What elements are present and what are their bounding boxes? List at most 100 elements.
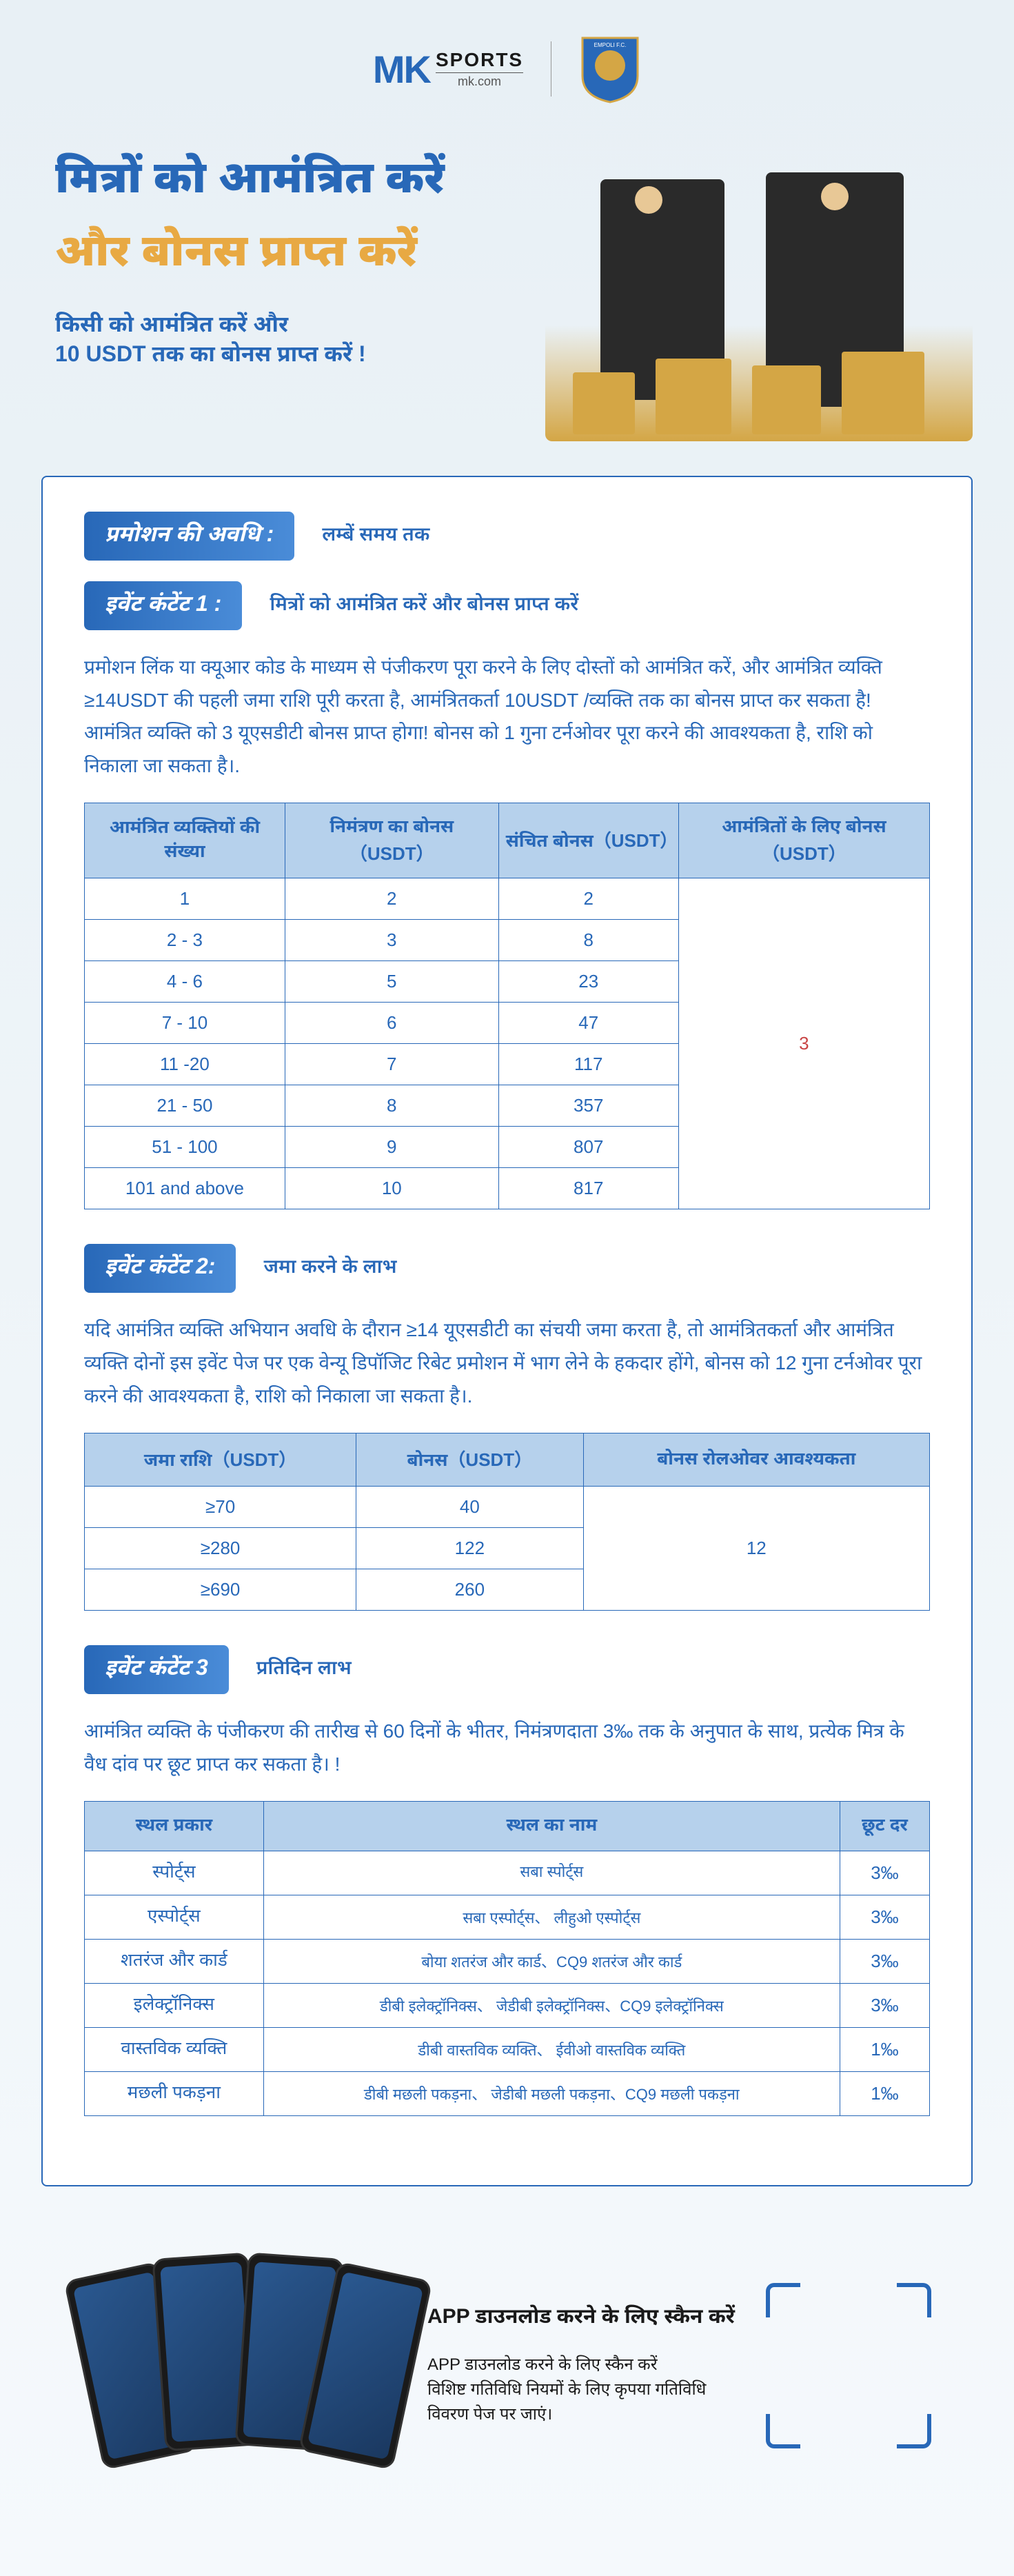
table-cell: 122: [356, 1528, 583, 1569]
table-cell: 5: [285, 961, 498, 1003]
table-cell: सबा स्पोर्ट्स: [263, 1851, 840, 1895]
logo-mk-text: MK: [373, 47, 430, 92]
logo-url: mk.com: [436, 72, 523, 89]
event2-row: इवेंट कंटेंट 2: जमा करने के लाभ: [84, 1244, 930, 1293]
table-cell: 1: [85, 878, 285, 920]
logo-sports-text: SPORTS: [436, 49, 523, 71]
table-row: ≥704012: [85, 1487, 930, 1528]
period-label: प्रमोशन की अवधि :: [84, 512, 294, 561]
event1-body: प्रमोशन लिंक या क्यूआर कोड के माध्यम से …: [84, 651, 930, 782]
hero-title-2: और बोनस प्राप्त करें: [55, 225, 545, 284]
table-cell: 4 - 6: [85, 961, 285, 1003]
table-cell: 3: [285, 920, 498, 961]
table-cell: वास्तविक व्यक्ति: [85, 2028, 264, 2072]
table-header: छूट दर: [840, 1802, 929, 1851]
event1-row: इवेंट कंटेंट 1 : मित्रों को आमंत्रित करे…: [84, 581, 930, 630]
table-cell: बोया शतरंज और कार्ड、CQ9 शतरंज और कार्ड: [263, 1940, 840, 1984]
table-header: बोनस（USDT）: [356, 1433, 583, 1487]
table-cell: इलेक्ट्रॉनिक्स: [85, 1984, 264, 2028]
period-row: प्रमोशन की अवधि : लम्बें समय तक: [84, 512, 930, 561]
table-cell: 10: [285, 1168, 498, 1209]
table-cell: 2: [498, 878, 678, 920]
table-cell: मछली पकड़ना: [85, 2072, 264, 2116]
table-cell: स्पोर्ट्स: [85, 1851, 264, 1895]
table-row: वास्तविक व्यक्तिडीबी वास्तविक व्यक्ति、 ई…: [85, 2028, 930, 2072]
table-cell: 3‰: [840, 1851, 929, 1895]
table-cell: 8: [285, 1085, 498, 1127]
svg-text:EMPOLI F.C.: EMPOLI F.C.: [594, 42, 627, 48]
table-cell: 47: [498, 1003, 678, 1044]
table-row: एस्पोर्ट्ससबा एस्पोर्ट्स、 लीहुओ एस्पोर्ट…: [85, 1895, 930, 1940]
event3-label: इवेंट कंटेंट 3: [84, 1645, 229, 1694]
event2-value: जमा करने के लाभ: [263, 1256, 396, 1281]
table-cell: डीबी वास्तविक व्यक्ति、 ईवीओ वास्तविक व्य…: [263, 2028, 840, 2072]
hero-people-illustration: [545, 152, 973, 441]
table-cell: 2: [285, 878, 498, 920]
table-cell: 11 -20: [85, 1044, 285, 1085]
table-row: मछली पकड़नाडीबी मछली पकड़ना、 जेडीबी मछली…: [85, 2072, 930, 2116]
empoli-badge-icon: EMPOLI F.C.: [579, 34, 641, 103]
table-cell-merged: 12: [583, 1487, 929, 1611]
table-header: स्थल प्रकार: [85, 1802, 264, 1851]
table-3: स्थल प्रकारस्थल का नामछूट दर स्पोर्ट्ससब…: [84, 1801, 930, 2116]
hero-title-1: मित्रों को आमंत्रित करें: [55, 152, 545, 211]
table-cell: 117: [498, 1044, 678, 1085]
hero-text: मित्रों को आमंत्रित करें और बोनस प्राप्त…: [55, 152, 545, 371]
event2-label: इवेंट कंटेंट 2:: [84, 1244, 236, 1293]
footer-text: APP डाउनलोड करने के लिए स्कैन करें APP ड…: [427, 2305, 738, 2427]
event1-label: इवेंट कंटेंट 1 :: [84, 581, 242, 630]
table-row: इलेक्ट्रॉनिक्सडीबी इलेक्ट्रॉनिक्स、 जेडीब…: [85, 1984, 930, 2028]
logo-mk-sports: MK SPORTS mk.com: [373, 47, 523, 92]
table-cell: 1‰: [840, 2072, 929, 2116]
table-header: बोनस रोलओवर आवश्यकता: [583, 1433, 929, 1487]
footer-desc-1: APP डाउनलोड करने के लिए स्कैन करें: [427, 2353, 738, 2377]
table-cell: ≥70: [85, 1487, 356, 1528]
hero-sub-1: किसी को आमंत्रित करें और: [55, 312, 545, 341]
table-cell-merged: 3: [678, 878, 929, 1209]
table-cell: 357: [498, 1085, 678, 1127]
content-card: प्रमोशन की अवधि : लम्बें समय तक इवेंट कं…: [41, 476, 973, 2186]
event3-row: इवेंट कंटेंट 3 प्रतिदिन लाभ: [84, 1645, 930, 1694]
table-cell: 260: [356, 1569, 583, 1611]
header: MK SPORTS mk.com EMPOLI F.C.: [0, 0, 1014, 124]
table-cell: 3‰: [840, 1984, 929, 2028]
table-cell: 2 - 3: [85, 920, 285, 961]
qr-scan-frame-icon: [766, 2283, 931, 2448]
event3-value: प्रतिदिन लाभ: [256, 1657, 352, 1682]
table-cell: 817: [498, 1168, 678, 1209]
table-cell: 8: [498, 920, 678, 961]
table-cell: शतरंज और कार्ड: [85, 1940, 264, 1984]
table-cell: 807: [498, 1127, 678, 1168]
period-value: लम्बें समय तक: [322, 523, 429, 549]
footer: APP डाउनलोड करने के लिए स्कैन करें APP ड…: [0, 2207, 1014, 2538]
table-cell: 101 and above: [85, 1168, 285, 1209]
table-cell: 9: [285, 1127, 498, 1168]
table-header: संचित बोनस（USDT）: [498, 803, 678, 878]
footer-title: APP डाउनलोड करने के लिए स्कैन करें: [427, 2305, 738, 2332]
table-header: आमंत्रितों के लिए बोनस（USDT）: [678, 803, 929, 878]
table-cell: 7 - 10: [85, 1003, 285, 1044]
table-row: शतरंज और कार्डबोया शतरंज और कार्ड、CQ9 शत…: [85, 1940, 930, 1984]
table-header: जमा राशि（USDT）: [85, 1433, 356, 1487]
table-header: आमंत्रित व्यक्तियों की संख्या: [85, 803, 285, 878]
table-cell: 23: [498, 961, 678, 1003]
table-cell: 6: [285, 1003, 498, 1044]
table-row: 1223: [85, 878, 930, 920]
table-cell: सबा एस्पोर्ट्स、 लीहुओ एस्पोर्ट्स: [263, 1895, 840, 1940]
table-row: स्पोर्ट्ससबा स्पोर्ट्स3‰: [85, 1851, 930, 1895]
phones-illustration: [83, 2248, 400, 2483]
table-cell: ≥280: [85, 1528, 356, 1569]
table-header: निमंत्रण का बोनस（USDT）: [285, 803, 498, 878]
table-cell: ≥690: [85, 1569, 356, 1611]
table-cell: एस्पोर्ट्स: [85, 1895, 264, 1940]
event3-body: आमंत्रित व्यक्ति के पंजीकरण की तारीख से …: [84, 1715, 930, 1780]
hero-sub-2: 10 USDT तक का बोनस प्राप्त करें !: [55, 341, 545, 371]
table-cell: डीबी मछली पकड़ना、 जेडीबी मछली पकड़ना、CQ9…: [263, 2072, 840, 2116]
event2-body: यदि आमंत्रित व्यक्ति अभियान अवधि के दौरा…: [84, 1314, 930, 1412]
table-cell: 1‰: [840, 2028, 929, 2072]
table-cell: 40: [356, 1487, 583, 1528]
hero-section: मित्रों को आमंत्रित करें और बोनस प्राप्त…: [0, 124, 1014, 455]
table-cell: 7: [285, 1044, 498, 1085]
table-cell: 21 - 50: [85, 1085, 285, 1127]
footer-desc-2: विशिष्ट गतिविधि नियमों के लिए कृपया गतिव…: [427, 2377, 738, 2427]
